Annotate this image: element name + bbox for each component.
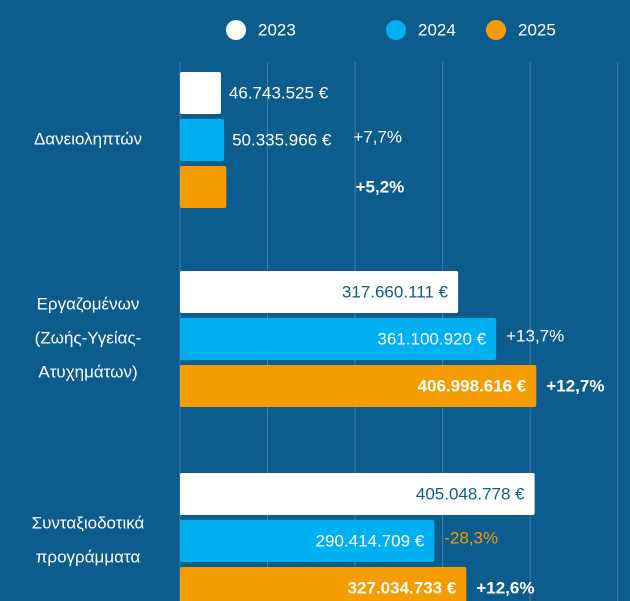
bar [180,166,227,208]
value-label: 52.940.602 € [234,177,334,196]
category-label: Συνταξιοδοτικά [32,513,145,532]
value-label: 290.414.709 € [316,531,425,550]
change-label: +12,6% [476,578,534,597]
value-label: 405.048.778 € [416,484,525,503]
change-label: +5,2% [356,177,405,196]
value-label: 361.100.920 € [377,329,486,348]
bar [180,72,221,114]
legend-swatch [386,20,406,40]
category-label: Δανειοληπτών [34,129,142,148]
change-label: +13,7% [506,326,564,345]
category-label: (Ζωής-Υγείας- [35,328,142,347]
legend-label: 2023 [258,20,296,39]
legend-swatch [486,20,506,40]
bar [180,520,435,562]
legend-swatch [226,20,246,40]
bar [180,567,467,601]
value-label: 327.034.733 € [348,578,457,597]
legend-label: 2024 [418,20,456,39]
category-label: Εργαζομένων [37,294,140,313]
category-label: Ατυχημάτων) [38,362,137,381]
change-label: -28,3% [444,528,498,547]
bar [180,365,537,407]
bar [180,271,459,313]
value-label: 46.743.525 € [229,83,329,102]
change-label: +7,7% [353,127,402,146]
value-label: 406.998.616 € [418,376,527,395]
change-label: +12,7% [546,376,604,395]
value-label: 317.660.111 € [342,282,449,301]
category-label: προγράμματα [36,547,141,566]
legend-label: 2025 [518,20,556,39]
bar [180,318,497,360]
bar [180,473,535,515]
bar [180,119,225,161]
value-label: 50.335.966 € [232,130,332,149]
